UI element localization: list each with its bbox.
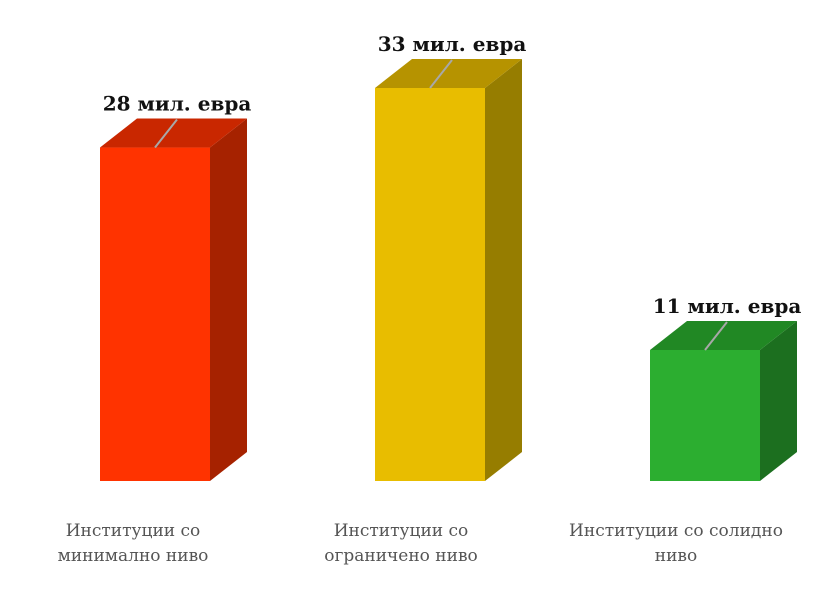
category-label: Институции со ограничено ниво [324, 521, 478, 566]
bar-2 [375, 59, 522, 481]
bar-top-face [100, 118, 247, 148]
bar-1 [100, 118, 247, 481]
data-label-leader [429, 59, 453, 89]
bar-front-face [375, 88, 485, 481]
data-label-leader [154, 118, 178, 149]
bar-front-face [100, 147, 210, 481]
data-label: 11 мил. евра [653, 294, 802, 318]
data-label: 33 мил. евра [378, 32, 527, 56]
bar-top-face [650, 321, 797, 350]
bar-side-face [210, 118, 247, 481]
bar-side-face [760, 321, 797, 481]
data-label: 28 мил. евра [103, 92, 252, 116]
bar-top-face [375, 59, 522, 88]
bar-3 [650, 321, 797, 481]
bar-side-face [485, 59, 522, 481]
category-label: Институции со минимално ниво [58, 521, 209, 566]
category-label: Институции со солидно ниво [569, 521, 783, 566]
bar-front-face [650, 350, 760, 481]
data-label-leader [704, 321, 728, 351]
